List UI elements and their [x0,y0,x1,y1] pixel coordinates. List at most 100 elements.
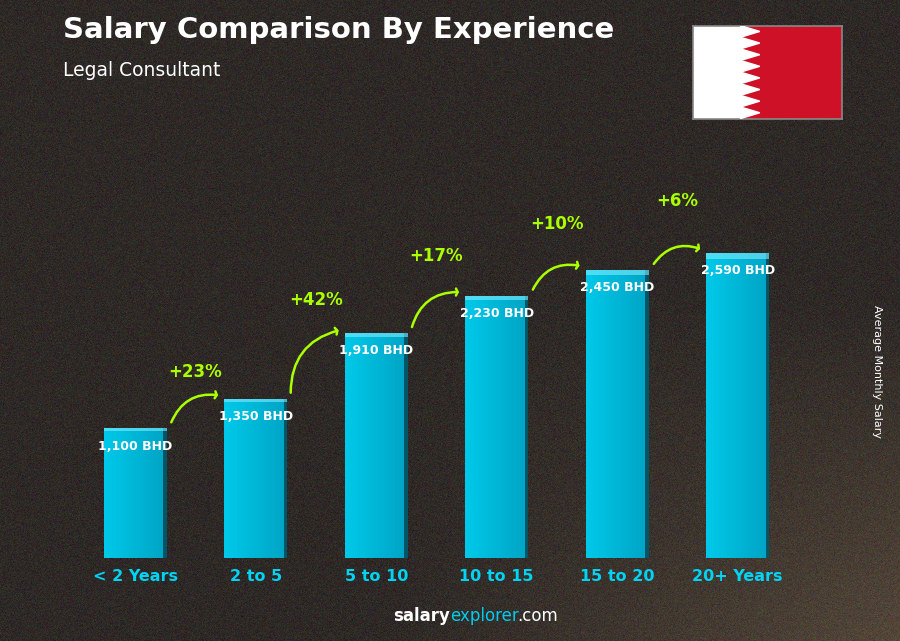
Bar [144,428,146,558]
Bar [727,253,730,558]
Bar [505,296,508,558]
Bar [719,253,721,558]
Bar [632,270,634,558]
Bar [106,428,108,558]
Bar [752,253,755,558]
Bar [497,296,500,558]
Bar [524,296,526,558]
Bar [511,296,514,558]
Bar [387,333,389,558]
Bar [617,270,619,558]
Bar [721,253,724,558]
Bar [376,333,379,558]
Bar [360,333,362,558]
Bar [230,399,233,558]
Bar [644,270,647,558]
Text: +10%: +10% [530,215,584,233]
Bar [283,399,285,558]
Bar [467,296,470,558]
Bar [121,428,123,558]
Bar [122,428,125,558]
Bar [525,296,528,558]
Bar [262,399,265,558]
Bar [636,270,638,558]
Bar [486,296,489,558]
Bar [763,253,765,558]
Bar [141,428,144,558]
Bar [133,428,136,558]
Bar [397,333,400,558]
Text: +23%: +23% [168,363,222,381]
Bar [472,296,474,558]
Bar [586,270,589,558]
Bar [152,428,154,558]
Text: +6%: +6% [656,192,698,210]
Bar [227,399,229,558]
Bar [349,333,351,558]
Bar [732,253,733,558]
Bar [499,296,501,558]
Bar [389,333,392,558]
Bar [640,270,643,558]
Bar [473,296,476,558]
Bar [766,253,769,558]
Bar [713,253,715,558]
Polygon shape [741,26,760,37]
Bar [131,428,133,558]
Bar [114,428,117,558]
Bar [354,333,356,558]
Bar [345,333,408,337]
Bar [401,333,403,558]
Bar [224,399,227,558]
Bar [356,333,357,558]
Bar [243,399,246,558]
Bar [285,399,287,558]
Bar [615,270,617,558]
Bar [740,253,742,558]
Polygon shape [741,84,760,96]
Bar [163,428,166,558]
Bar [264,399,266,558]
Bar [600,270,603,558]
Bar [478,296,481,558]
Bar [495,296,497,558]
Text: +17%: +17% [410,247,464,265]
Bar [140,428,142,558]
Bar [491,296,493,558]
Bar [501,296,503,558]
Text: Salary Comparison By Experience: Salary Comparison By Experience [63,16,614,44]
Text: 1,100 BHD: 1,100 BHD [98,440,173,453]
Bar [489,296,491,558]
Bar [108,428,111,558]
Bar [403,333,406,558]
Bar [715,253,717,558]
Polygon shape [741,72,760,84]
Bar [266,399,268,558]
Text: Average Monthly Salary: Average Monthly Salary [872,305,883,438]
Bar [470,296,472,558]
Bar [246,399,248,558]
Bar [378,333,381,558]
Bar [711,253,713,558]
Bar [476,296,478,558]
Bar [252,399,254,558]
Bar [465,296,468,558]
Bar [526,296,528,558]
Bar [646,270,649,558]
Bar [345,333,347,558]
Bar [150,428,152,558]
Bar [241,399,244,558]
Bar [154,428,157,558]
Bar [372,333,374,558]
Bar [254,399,256,558]
Bar [611,270,613,558]
Bar [706,253,769,259]
Bar [638,270,641,558]
Bar [597,270,598,558]
Bar [400,333,401,558]
Bar [751,253,752,558]
Bar [274,399,277,558]
Bar [138,428,140,558]
Bar [741,26,842,119]
Bar [110,428,112,558]
